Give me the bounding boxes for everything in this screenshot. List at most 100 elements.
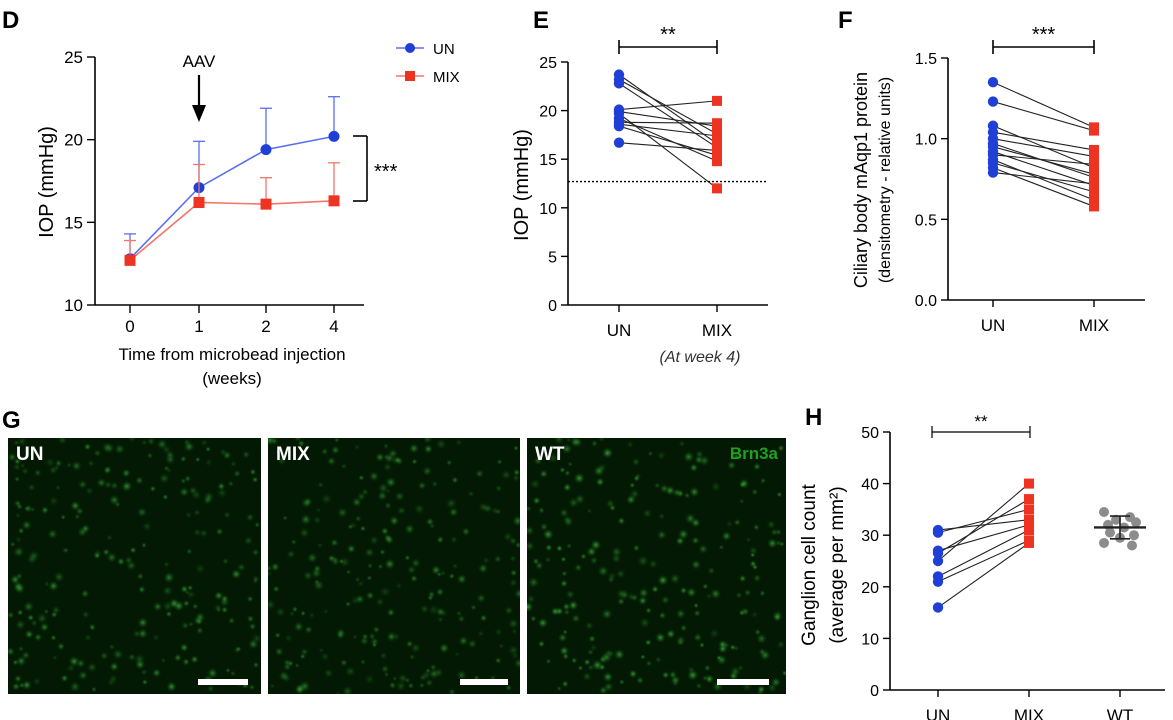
data-point-un [987, 77, 999, 88]
micrograph-canvas [268, 438, 520, 694]
data-point-mix [193, 196, 205, 208]
y-tick-label: 0 [870, 683, 879, 700]
pair-line [618, 74, 718, 145]
annotation-aav: AAV [183, 52, 216, 71]
data-point-mix [124, 254, 136, 266]
x-axis-label: Time from microbead injection [118, 345, 345, 364]
data-point-mix [1089, 194, 1099, 205]
x-tick-label: MIX [702, 321, 732, 340]
annotation-arrowhead [192, 105, 206, 122]
pair-line [937, 524, 1030, 552]
pair-line [618, 82, 718, 148]
data-point-mix [1089, 201, 1099, 212]
x-tick-label: 1 [194, 317, 203, 336]
data-point-un [932, 527, 944, 538]
data-point-mix [1089, 178, 1099, 189]
data-point-un [328, 130, 340, 142]
data-point-wt [1105, 527, 1115, 538]
y-tick-label: 15 [64, 213, 83, 232]
y-tick-label: 1.5 [915, 51, 937, 68]
pair-line [992, 151, 1095, 186]
x-tick-label: UN [607, 321, 632, 340]
micrograph-un: UN [8, 438, 261, 694]
pair-line [618, 123, 718, 137]
pair-line [618, 100, 718, 111]
pair-line [618, 125, 718, 156]
panel-letter-e: E [533, 7, 549, 34]
x-tick-label: WT [1107, 706, 1133, 720]
significance-label: *** [374, 161, 398, 183]
data-point-mix [1089, 151, 1099, 162]
y-tick-label: 25 [64, 48, 83, 67]
panel-f-paired-chart: 0.0 0.5 1.0 1.5 UN MIX Ciliary body mAqp1 prot… [851, 24, 1145, 335]
data-point-mix [260, 198, 272, 210]
pair-line [618, 111, 718, 127]
y-tick-label: 15 [539, 152, 557, 169]
pair-line [618, 117, 718, 162]
y-axis-label: Ganglion cell count [799, 483, 820, 645]
y-tick-label: 30 [861, 528, 879, 545]
pair-line [992, 81, 1095, 128]
data-point-mix [1089, 186, 1099, 197]
data-point-wt [1131, 517, 1141, 528]
legend-marker-un [405, 43, 415, 53]
y-tick-label: 20 [64, 131, 83, 150]
pair-line [992, 146, 1095, 175]
y-axis-label: Ciliary body mAqp1 protein [851, 72, 871, 288]
data-point-wt [1099, 537, 1109, 548]
data-point-mix [1024, 478, 1034, 489]
data-point-mix [712, 118, 722, 129]
data-point-wt [1099, 506, 1109, 517]
data-point-un [260, 144, 272, 156]
pair-line [992, 131, 1095, 151]
y-tick-label: 20 [861, 580, 879, 597]
significance-label: *** [1032, 24, 1056, 46]
data-point-mix [712, 130, 722, 141]
pair-line [992, 101, 1095, 132]
pair-line [992, 125, 1095, 169]
micrograph-wt: WT Brn3a [527, 438, 786, 694]
micrograph-label: WT [535, 444, 565, 465]
micrograph-mix: MIX [268, 438, 520, 694]
data-point-un [987, 167, 999, 178]
data-point-mix [1024, 494, 1034, 505]
pair-line [937, 529, 1030, 577]
pair-line [992, 172, 1095, 185]
pair-line [937, 483, 1030, 562]
data-point-mix [1024, 537, 1034, 548]
x-tick-label: MIX [1014, 706, 1044, 720]
y-tick-label: 0 [548, 298, 557, 315]
series-line [129, 135, 335, 260]
pair-line [937, 539, 1030, 583]
y-tick-label: 5 [548, 249, 557, 266]
pair-line [992, 138, 1095, 157]
legend-marker-mix [405, 71, 415, 81]
data-point-mix [1089, 125, 1099, 136]
pair-line [937, 508, 1030, 534]
panel-letter-d: D [2, 7, 19, 34]
significance-label: ** [974, 412, 988, 431]
pair-line [618, 142, 718, 152]
pair-line [618, 79, 718, 135]
x-axis-note: (At week 4) [660, 349, 741, 366]
data-point-un [932, 576, 944, 587]
data-point-mix [1024, 525, 1034, 536]
x-tick-label: MIX [1079, 316, 1109, 335]
data-point-wt [1127, 540, 1137, 551]
pair-line [937, 542, 1030, 608]
data-point-un [613, 137, 625, 148]
data-point-mix [712, 183, 722, 194]
data-point-un [932, 548, 944, 559]
data-point-wt [1129, 530, 1139, 541]
pair-line [618, 121, 718, 124]
y-axis-label: IOP (mmHg) [36, 126, 58, 238]
data-point-un [613, 120, 625, 132]
y-tick-label: 20 [539, 104, 557, 121]
x-axis-label: (weeks) [202, 369, 262, 388]
data-point-mix [1089, 169, 1099, 180]
data-point-mix [1089, 159, 1099, 170]
micrograph-label: UN [16, 444, 44, 465]
scale-bar [198, 679, 248, 685]
pair-line [992, 159, 1095, 201]
